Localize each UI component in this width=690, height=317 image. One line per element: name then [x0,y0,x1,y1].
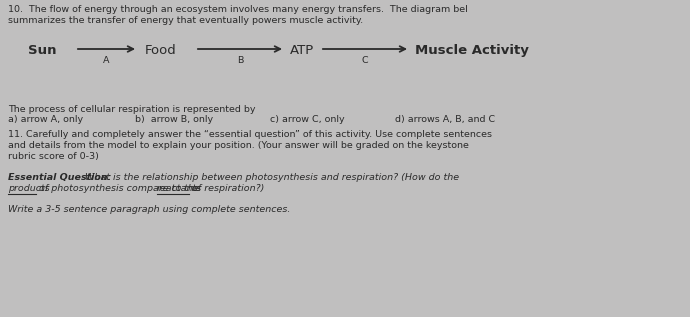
Text: C: C [362,56,368,65]
Text: Essential Question:: Essential Question: [8,173,111,182]
Text: products: products [8,184,50,193]
Text: rubric score of 0-3): rubric score of 0-3) [8,152,99,161]
Text: summarizes the transfer of energy that eventually powers muscle activity.: summarizes the transfer of energy that e… [8,16,363,25]
Text: B: B [237,56,243,65]
Text: of respiration?): of respiration?) [189,184,264,193]
Text: b)  arrow B, only: b) arrow B, only [135,115,213,124]
Text: and details from the model to explain your position. (Your answer will be graded: and details from the model to explain yo… [8,141,469,150]
Text: ATP: ATP [290,44,314,57]
Text: Write a 3-5 sentence paragraph using complete sentences.: Write a 3-5 sentence paragraph using com… [8,205,290,214]
Text: Muscle Activity: Muscle Activity [415,44,529,57]
Text: d) arrows A, B, and C: d) arrows A, B, and C [395,115,495,124]
Text: of photosynthesis compare to the: of photosynthesis compare to the [37,184,204,193]
Text: c) arrow C, only: c) arrow C, only [270,115,344,124]
Text: What is the relationship between photosynthesis and respiration? (How do the: What is the relationship between photosy… [81,173,459,182]
Text: reactants: reactants [157,184,202,193]
Text: a) arrow A, only: a) arrow A, only [8,115,83,124]
Text: A: A [103,56,109,65]
Text: Sun: Sun [28,44,57,57]
Text: 11. Carefully and completely answer the “essential question” of this activity. U: 11. Carefully and completely answer the … [8,130,492,139]
Text: Food: Food [145,44,177,57]
Text: The process of cellular respiration is represented by: The process of cellular respiration is r… [8,105,255,114]
Text: 10.  The flow of energy through an ecosystem involves many energy transfers.  Th: 10. The flow of energy through an ecosys… [8,5,468,14]
